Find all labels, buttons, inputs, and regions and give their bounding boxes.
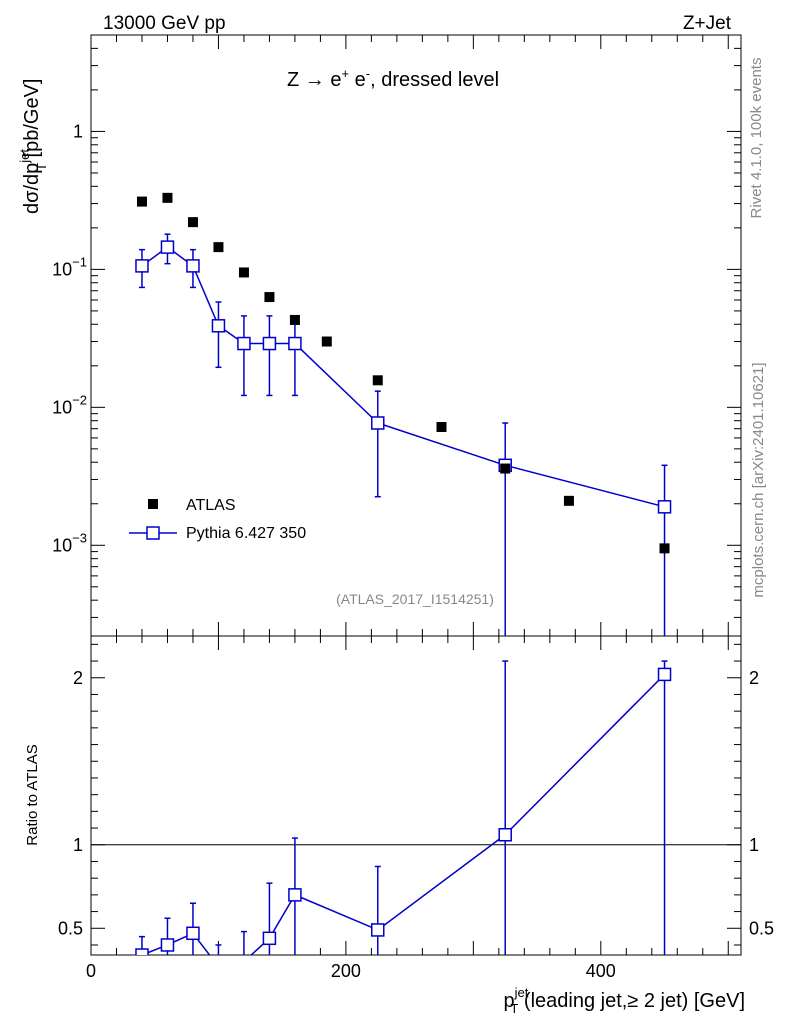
ratio-series-line: [141, 673, 666, 955]
ratio-y-tick-label: 2: [73, 668, 83, 688]
ratio-y-tick-label-right: 2: [749, 668, 759, 688]
legend-mc-marker: [146, 526, 160, 540]
x-tick-label: 400: [586, 961, 616, 981]
main-plot-area: [135, 192, 672, 636]
mc-data-point: [371, 416, 385, 430]
mcplots-label: mcplots.cern.ch [arXiv:2401.10621]: [750, 362, 767, 597]
atlas-data-point: [264, 292, 275, 303]
mc-data-point: [237, 336, 251, 351]
ratio-data-point: [186, 926, 200, 941]
ratio-panel-frame: [90, 635, 742, 956]
mc-data-point: [211, 319, 226, 333]
mc-data-point: [288, 336, 302, 351]
legend-data-label: ATLAS: [186, 497, 236, 514]
legend-data-marker: [148, 499, 158, 509]
ratio-data-point: [262, 931, 277, 946]
axis-ticks: 1 10−1 10−2 10−3 0 200 400 0.5 0.5 1 1 2 2: [52, 34, 774, 981]
legend-mc-label: Pythia 6.427 350: [186, 525, 306, 542]
main-y-tick-label: 10−1: [52, 254, 87, 279]
ratio-y-tick-label-right: 1: [749, 835, 759, 855]
ratio-y-tick-label-right: 0.5: [749, 918, 774, 938]
ratio-y-axis-label: Ratio to ATLAS: [24, 744, 41, 845]
atlas-data-point: [500, 463, 511, 474]
main-y-tick-label: 10−2: [52, 392, 87, 417]
ratio-y-tick-label: 0.5: [58, 918, 83, 938]
atlas-data-point: [162, 192, 173, 203]
energy-label: 13000 GeV pp: [103, 13, 226, 34]
ratio-data-point: [160, 938, 175, 952]
analysis-id-label: (ATLAS_2017_I1514251): [336, 591, 494, 607]
atlas-data-point: [136, 196, 147, 207]
x-tick-label: 0: [86, 961, 96, 981]
ratio-y-tick-label: 1: [73, 835, 83, 855]
ratio-data-point: [371, 923, 385, 937]
legend: ATLAS Pythia 6.427 350: [129, 497, 306, 542]
main-y-tick-label: 10−3: [52, 530, 87, 555]
mc-data-point: [262, 336, 277, 351]
main-panel-frame: [90, 34, 742, 637]
atlas-data-point: [238, 267, 249, 278]
atlas-data-point: [563, 495, 574, 506]
atlas-data-point: [289, 314, 300, 325]
channel-label: Z → e+ e-, dressed level: [287, 66, 499, 91]
x-tick-label: 200: [331, 961, 361, 981]
mc-data-point: [657, 500, 672, 514]
atlas-data-point: [436, 422, 447, 433]
mc-data-point: [160, 240, 175, 254]
mc-data-point: [135, 259, 149, 273]
ratio-data-point: [498, 827, 512, 842]
mc-series-line: [141, 246, 665, 508]
ratio-data-point: [288, 888, 302, 902]
ratio-data-point: [657, 667, 672, 682]
process-label: Z+Jet: [683, 13, 732, 34]
main-y-tick-label: 1: [73, 121, 83, 141]
x-axis-label: pjet T (leading jet,≥ 2 jet) [GeV]: [504, 985, 745, 1016]
ratio-data-point: [135, 948, 149, 955]
mc-data-point: [186, 259, 200, 273]
rivet-version-label: Rivet 4.1.0, 100k events: [748, 58, 765, 219]
atlas-data-point: [187, 217, 198, 228]
y-axis-label: dσ/dpjetT [pb/GeV]: [17, 79, 49, 214]
atlas-data-point: [213, 242, 224, 253]
ratio-plot-area: [91, 660, 741, 955]
atlas-data-point: [321, 336, 332, 347]
atlas-data-point: [659, 543, 670, 554]
atlas-data-point: [372, 375, 383, 386]
